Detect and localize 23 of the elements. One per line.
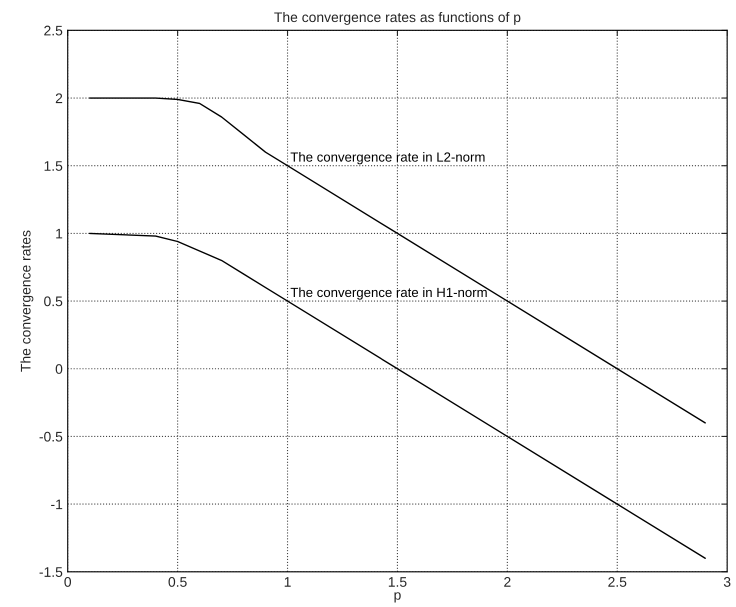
x-tick-label: 2 <box>504 577 511 587</box>
y-tick-label: -1.5 <box>40 567 62 577</box>
y-tick-label: 0.5 <box>44 296 62 306</box>
y-tick-label: -0.5 <box>40 432 62 442</box>
x-tick-label: 0 <box>64 577 72 587</box>
series-label: The convergence rate in L2-norm <box>290 152 485 164</box>
x-tick-label: 0.5 <box>168 577 187 587</box>
x-axis-title: p <box>394 592 401 603</box>
series-label: The convergence rate in H1-norm <box>290 287 487 300</box>
chart-title: The convergence rates as functions of p <box>274 12 520 25</box>
x-tick-label: 3 <box>724 577 730 587</box>
line-series <box>89 97 706 424</box>
y-tick-label: -1 <box>51 500 62 510</box>
y-tick-label: 2 <box>56 93 62 104</box>
x-tick-label: 1 <box>284 577 291 587</box>
y-tick-label: 0 <box>56 364 62 374</box>
y-tick-label: 1.5 <box>44 161 62 171</box>
x-tick-label: 2.5 <box>608 577 626 587</box>
y-tick-label: 2.5 <box>44 26 62 36</box>
x-tick-label: 1.5 <box>388 577 407 587</box>
y-tick-label: 1 <box>56 228 62 238</box>
line-series <box>89 232 706 559</box>
y-axis-title: The convergence rates <box>20 230 34 372</box>
